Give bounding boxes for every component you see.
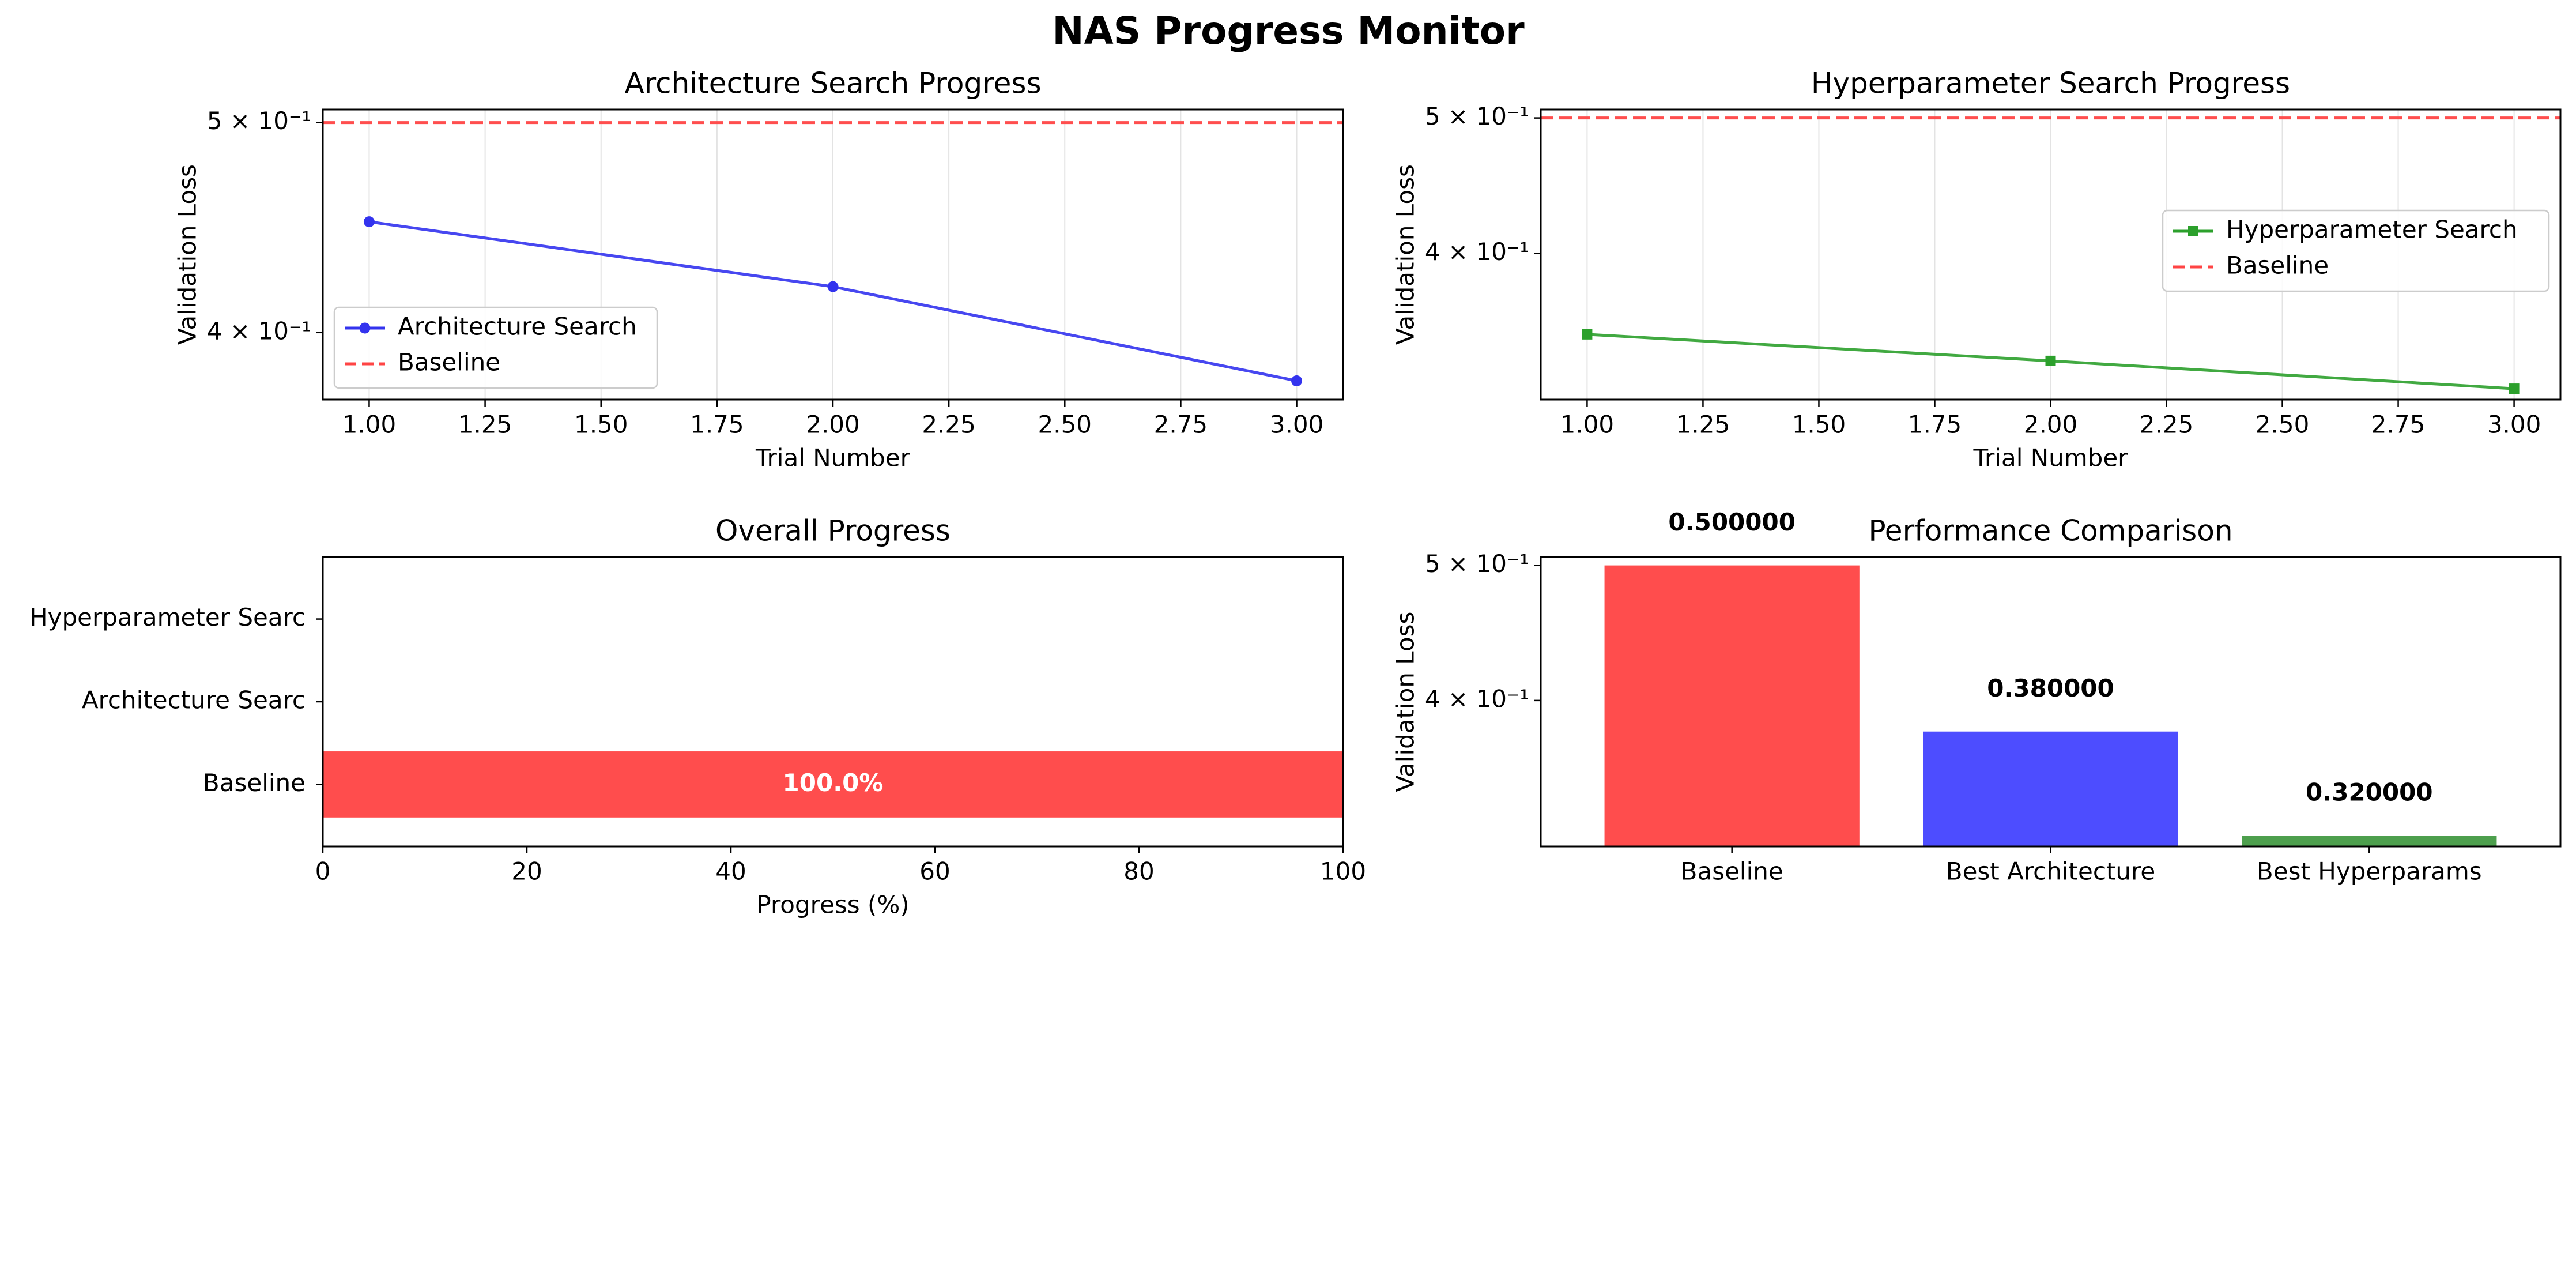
- legend: Architecture Search Baseline: [333, 306, 658, 389]
- performance-bar: [2242, 836, 2497, 846]
- performance-bar: [1923, 731, 2178, 846]
- x-tick-label: 0: [315, 857, 331, 886]
- bar-value-label: 0.500000: [1668, 508, 1796, 536]
- x-axis-label: Trial Number: [755, 444, 911, 472]
- x-tick-label: 1.75: [690, 411, 744, 439]
- progress-bar: [323, 751, 1343, 818]
- x-tick-label: 2.00: [806, 411, 860, 439]
- legend-label: Hyperparameter Search: [2226, 216, 2518, 244]
- arch-line-chart: [323, 110, 1343, 400]
- x-axis-label: Progress (%): [756, 891, 909, 919]
- chart-title: Performance Comparison: [1868, 514, 2232, 548]
- x-tick-label: 1.25: [458, 411, 512, 439]
- x-tick-label: 40: [715, 857, 746, 886]
- x-tick-label: 2.50: [1038, 411, 1092, 439]
- data-point: [2188, 226, 2198, 236]
- performance-comparison-chart: 0.500000 0.380000 0.320000: [1604, 508, 2497, 846]
- overall-progress-chart: 100.0%: [323, 751, 1343, 818]
- x-tick-label: 80: [1123, 857, 1154, 886]
- x-tick-label: 1.25: [1676, 411, 1730, 439]
- legend-box: [333, 306, 658, 389]
- legend-box: [2162, 209, 2550, 292]
- x-tick-label: 3.00: [2487, 411, 2541, 439]
- y-axis-label: Validation Loss: [174, 164, 202, 345]
- legend: Hyperparameter Search Baseline: [2162, 209, 2550, 292]
- x-axis-label: Trial Number: [1973, 444, 2129, 472]
- x-tick-label: 2.50: [2256, 411, 2310, 439]
- data-point: [827, 281, 839, 292]
- x-tick-label: 1.00: [342, 411, 397, 439]
- plot-frame: [322, 556, 1344, 848]
- data-point: [363, 216, 375, 228]
- y-tick-label: 4 × 10⁻¹: [1425, 684, 1529, 713]
- y-tick-label: 5 × 10⁻¹: [1425, 550, 1529, 578]
- hyper-line-chart: [1541, 110, 2560, 400]
- performance-bar: [1604, 565, 1860, 846]
- x-tick-label: 100: [1320, 857, 1366, 886]
- x-tick-label: 1.75: [1908, 411, 1962, 439]
- category-label: Baseline: [203, 769, 306, 797]
- data-point: [359, 322, 371, 334]
- data-point: [2045, 355, 2056, 366]
- x-tick-label: 2.75: [1154, 411, 1208, 439]
- y-axis-label: Validation Loss: [1391, 612, 1420, 792]
- bar-value-label: 0.380000: [1987, 674, 2114, 702]
- progress-value-label: 100.0%: [783, 769, 884, 797]
- bar-value-label: 0.320000: [2306, 778, 2433, 807]
- x-tick-label: 1.50: [1792, 411, 1846, 439]
- chart-title: Overall Progress: [715, 514, 951, 548]
- x-tick-label: 20: [511, 857, 542, 886]
- category-label: Hyperparameter Searc: [29, 603, 306, 631]
- legend-label: Baseline: [2226, 251, 2329, 280]
- y-tick-label: 4 × 10⁻¹: [207, 317, 311, 345]
- x-tick-label: 3.00: [1270, 411, 1324, 439]
- y-tick-label: 4 × 10⁻¹: [1425, 238, 1529, 266]
- x-tick-label: 2.25: [2140, 411, 2194, 439]
- x-tick-label: 60: [919, 857, 950, 886]
- category-label: Baseline: [1681, 857, 1783, 886]
- x-tick-label: 2.75: [2371, 411, 2426, 439]
- data-point: [1291, 375, 1303, 386]
- data-point: [1582, 329, 1593, 340]
- figure-title: NAS Progress Monitor: [1052, 9, 1525, 53]
- x-tick-label: 1.50: [574, 411, 628, 439]
- category-label: Best Hyperparams: [2257, 857, 2482, 886]
- category-label: Architecture Searc: [82, 686, 306, 714]
- x-tick-label: 2.00: [2024, 411, 2078, 439]
- y-tick-label: 5 × 10⁻¹: [1425, 102, 1529, 130]
- chart-title: Architecture Search Progress: [624, 67, 1041, 100]
- y-axis-label: Validation Loss: [1391, 164, 1420, 345]
- x-tick-label: 1.00: [1560, 411, 1615, 439]
- data-point: [2509, 383, 2520, 394]
- plot-frame: [1540, 556, 2562, 848]
- x-tick-label: 2.25: [922, 411, 976, 439]
- legend-label: Architecture Search: [398, 313, 637, 341]
- chart-title: Hyperparameter Search Progress: [1811, 67, 2290, 100]
- legend-label: Baseline: [398, 348, 500, 377]
- y-tick-label: 5 × 10⁻¹: [207, 107, 311, 135]
- category-label: Best Architecture: [1946, 857, 2155, 886]
